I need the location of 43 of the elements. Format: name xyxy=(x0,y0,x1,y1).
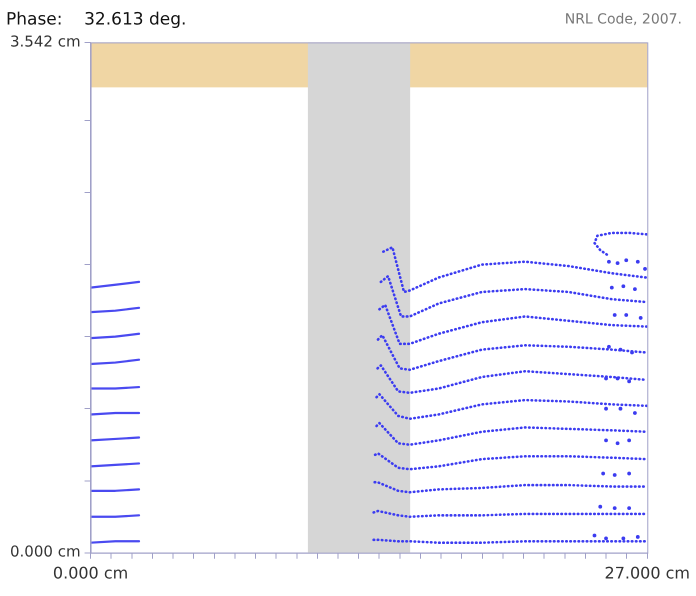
point xyxy=(643,267,647,271)
line-series xyxy=(374,452,648,471)
line-series xyxy=(375,392,648,420)
line-series xyxy=(593,232,648,258)
point xyxy=(636,535,640,539)
point xyxy=(601,472,606,476)
point xyxy=(616,441,620,446)
point xyxy=(627,472,632,476)
point xyxy=(604,438,608,442)
point xyxy=(607,344,611,349)
point xyxy=(612,313,617,317)
line-series xyxy=(376,334,648,372)
point xyxy=(616,261,620,266)
point xyxy=(604,406,608,411)
point xyxy=(592,534,596,538)
point xyxy=(636,260,640,264)
point xyxy=(633,411,637,415)
y-tick-label: 3.542 cm xyxy=(10,32,81,50)
point xyxy=(621,284,626,288)
point xyxy=(607,260,611,264)
point xyxy=(618,406,622,411)
point xyxy=(627,506,632,510)
point xyxy=(624,258,628,262)
text: NRL Code, 2007. xyxy=(564,12,682,28)
line-series xyxy=(376,364,648,394)
point xyxy=(633,287,637,291)
line-series xyxy=(382,246,648,294)
line-series xyxy=(373,480,648,494)
point xyxy=(624,313,628,317)
point xyxy=(604,536,608,540)
point xyxy=(610,286,614,290)
point xyxy=(627,379,632,384)
point xyxy=(621,536,626,540)
point xyxy=(627,438,632,442)
point xyxy=(638,316,643,320)
line-series xyxy=(380,274,648,318)
x-tick-label: 27.000 cm xyxy=(604,564,690,583)
line-series xyxy=(375,422,648,446)
chart-title: Phase: 32.613 deg. xyxy=(6,10,186,30)
point xyxy=(598,504,602,509)
point xyxy=(612,473,617,477)
line-series xyxy=(378,304,648,346)
point xyxy=(612,506,617,510)
